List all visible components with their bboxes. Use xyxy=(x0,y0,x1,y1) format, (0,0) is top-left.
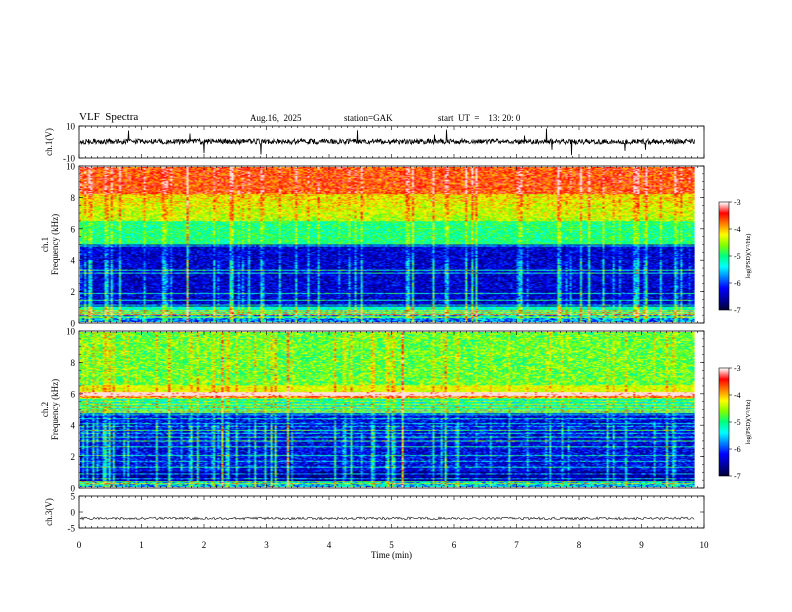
date-label: Aug.16, 2025 xyxy=(250,113,302,123)
y-tick-label: 10 xyxy=(66,122,76,132)
x-tick-label: 0 xyxy=(77,540,82,550)
y-axis-label: ch.3(V) xyxy=(44,498,54,526)
x-axis-label: Time (min) xyxy=(371,550,412,560)
y-tick-label: 4 xyxy=(71,256,76,266)
y-tick-label: 10 xyxy=(66,162,76,172)
y-axis-label: Frequency (kHz) xyxy=(50,379,60,440)
figure-title: VLF Spectra xyxy=(79,111,139,123)
ch1-colorbar xyxy=(719,202,729,310)
colorbar-tick-label: -5 xyxy=(734,252,741,261)
x-tick-label: 10 xyxy=(700,540,710,550)
colorbar-tick-label: -7 xyxy=(734,306,741,315)
colorbar-tick-label: -6 xyxy=(734,279,741,288)
colorbar-label: log(PSD)(V²/Hz) xyxy=(745,234,752,279)
y-tick-label: 10 xyxy=(66,327,76,337)
y-tick-label: 4 xyxy=(71,421,76,431)
colorbar-tick-label: -5 xyxy=(734,418,741,427)
ch3-waveform-line xyxy=(79,516,695,521)
y-tick-label: 8 xyxy=(71,193,76,203)
y-tick-label: 0 xyxy=(71,484,76,494)
y-tick-label: 0 xyxy=(71,319,76,329)
y-tick-label: -5 xyxy=(68,524,76,534)
colorbar-tick-label: -7 xyxy=(734,472,741,481)
y-axis-label: ch.2 xyxy=(40,402,50,417)
ch1-spectrogram-image xyxy=(80,167,695,322)
ch2-spectrogram-image xyxy=(80,332,695,487)
colorbar-tick-label: -3 xyxy=(734,364,741,373)
x-tick-label: 1 xyxy=(139,540,144,550)
y-tick-label: -10 xyxy=(63,154,75,164)
y-tick-label: 2 xyxy=(71,452,76,462)
y-tick-label: 8 xyxy=(71,358,76,368)
x-tick-label: 6 xyxy=(452,540,457,550)
colorbar-label: log(PSD)(V²/Hz) xyxy=(745,400,752,445)
y-tick-label: 6 xyxy=(71,389,76,399)
ch1-waveform-line xyxy=(79,128,695,156)
y-axis-label: Frequency (kHz) xyxy=(50,214,60,275)
x-tick-label: 2 xyxy=(202,540,207,550)
y-tick-label: 2 xyxy=(71,287,76,297)
y-axis-label: ch.1(V) xyxy=(44,128,54,156)
colorbar-tick-label: -4 xyxy=(734,391,741,400)
x-tick-label: 8 xyxy=(577,540,582,550)
y-axis-label: ch.1 xyxy=(40,237,50,252)
colorbar-tick-label: -6 xyxy=(734,445,741,454)
x-tick-label: 4 xyxy=(327,540,332,550)
start-time-label: start UT = 13: 20: 0 xyxy=(438,113,521,123)
y-tick-label: 0 xyxy=(71,508,76,518)
x-tick-label: 3 xyxy=(264,540,269,550)
x-tick-label: 7 xyxy=(514,540,519,550)
x-tick-label: 9 xyxy=(639,540,644,550)
panel-frame xyxy=(78,495,705,529)
x-tick-label: 5 xyxy=(389,540,394,550)
colorbar-tick-label: -4 xyxy=(734,225,741,234)
y-tick-label: 5 xyxy=(71,492,76,502)
station-label: station=GAK xyxy=(344,113,393,123)
colorbar-tick-label: -3 xyxy=(734,198,741,207)
ch2-colorbar xyxy=(719,368,729,476)
y-tick-label: 6 xyxy=(71,224,76,234)
